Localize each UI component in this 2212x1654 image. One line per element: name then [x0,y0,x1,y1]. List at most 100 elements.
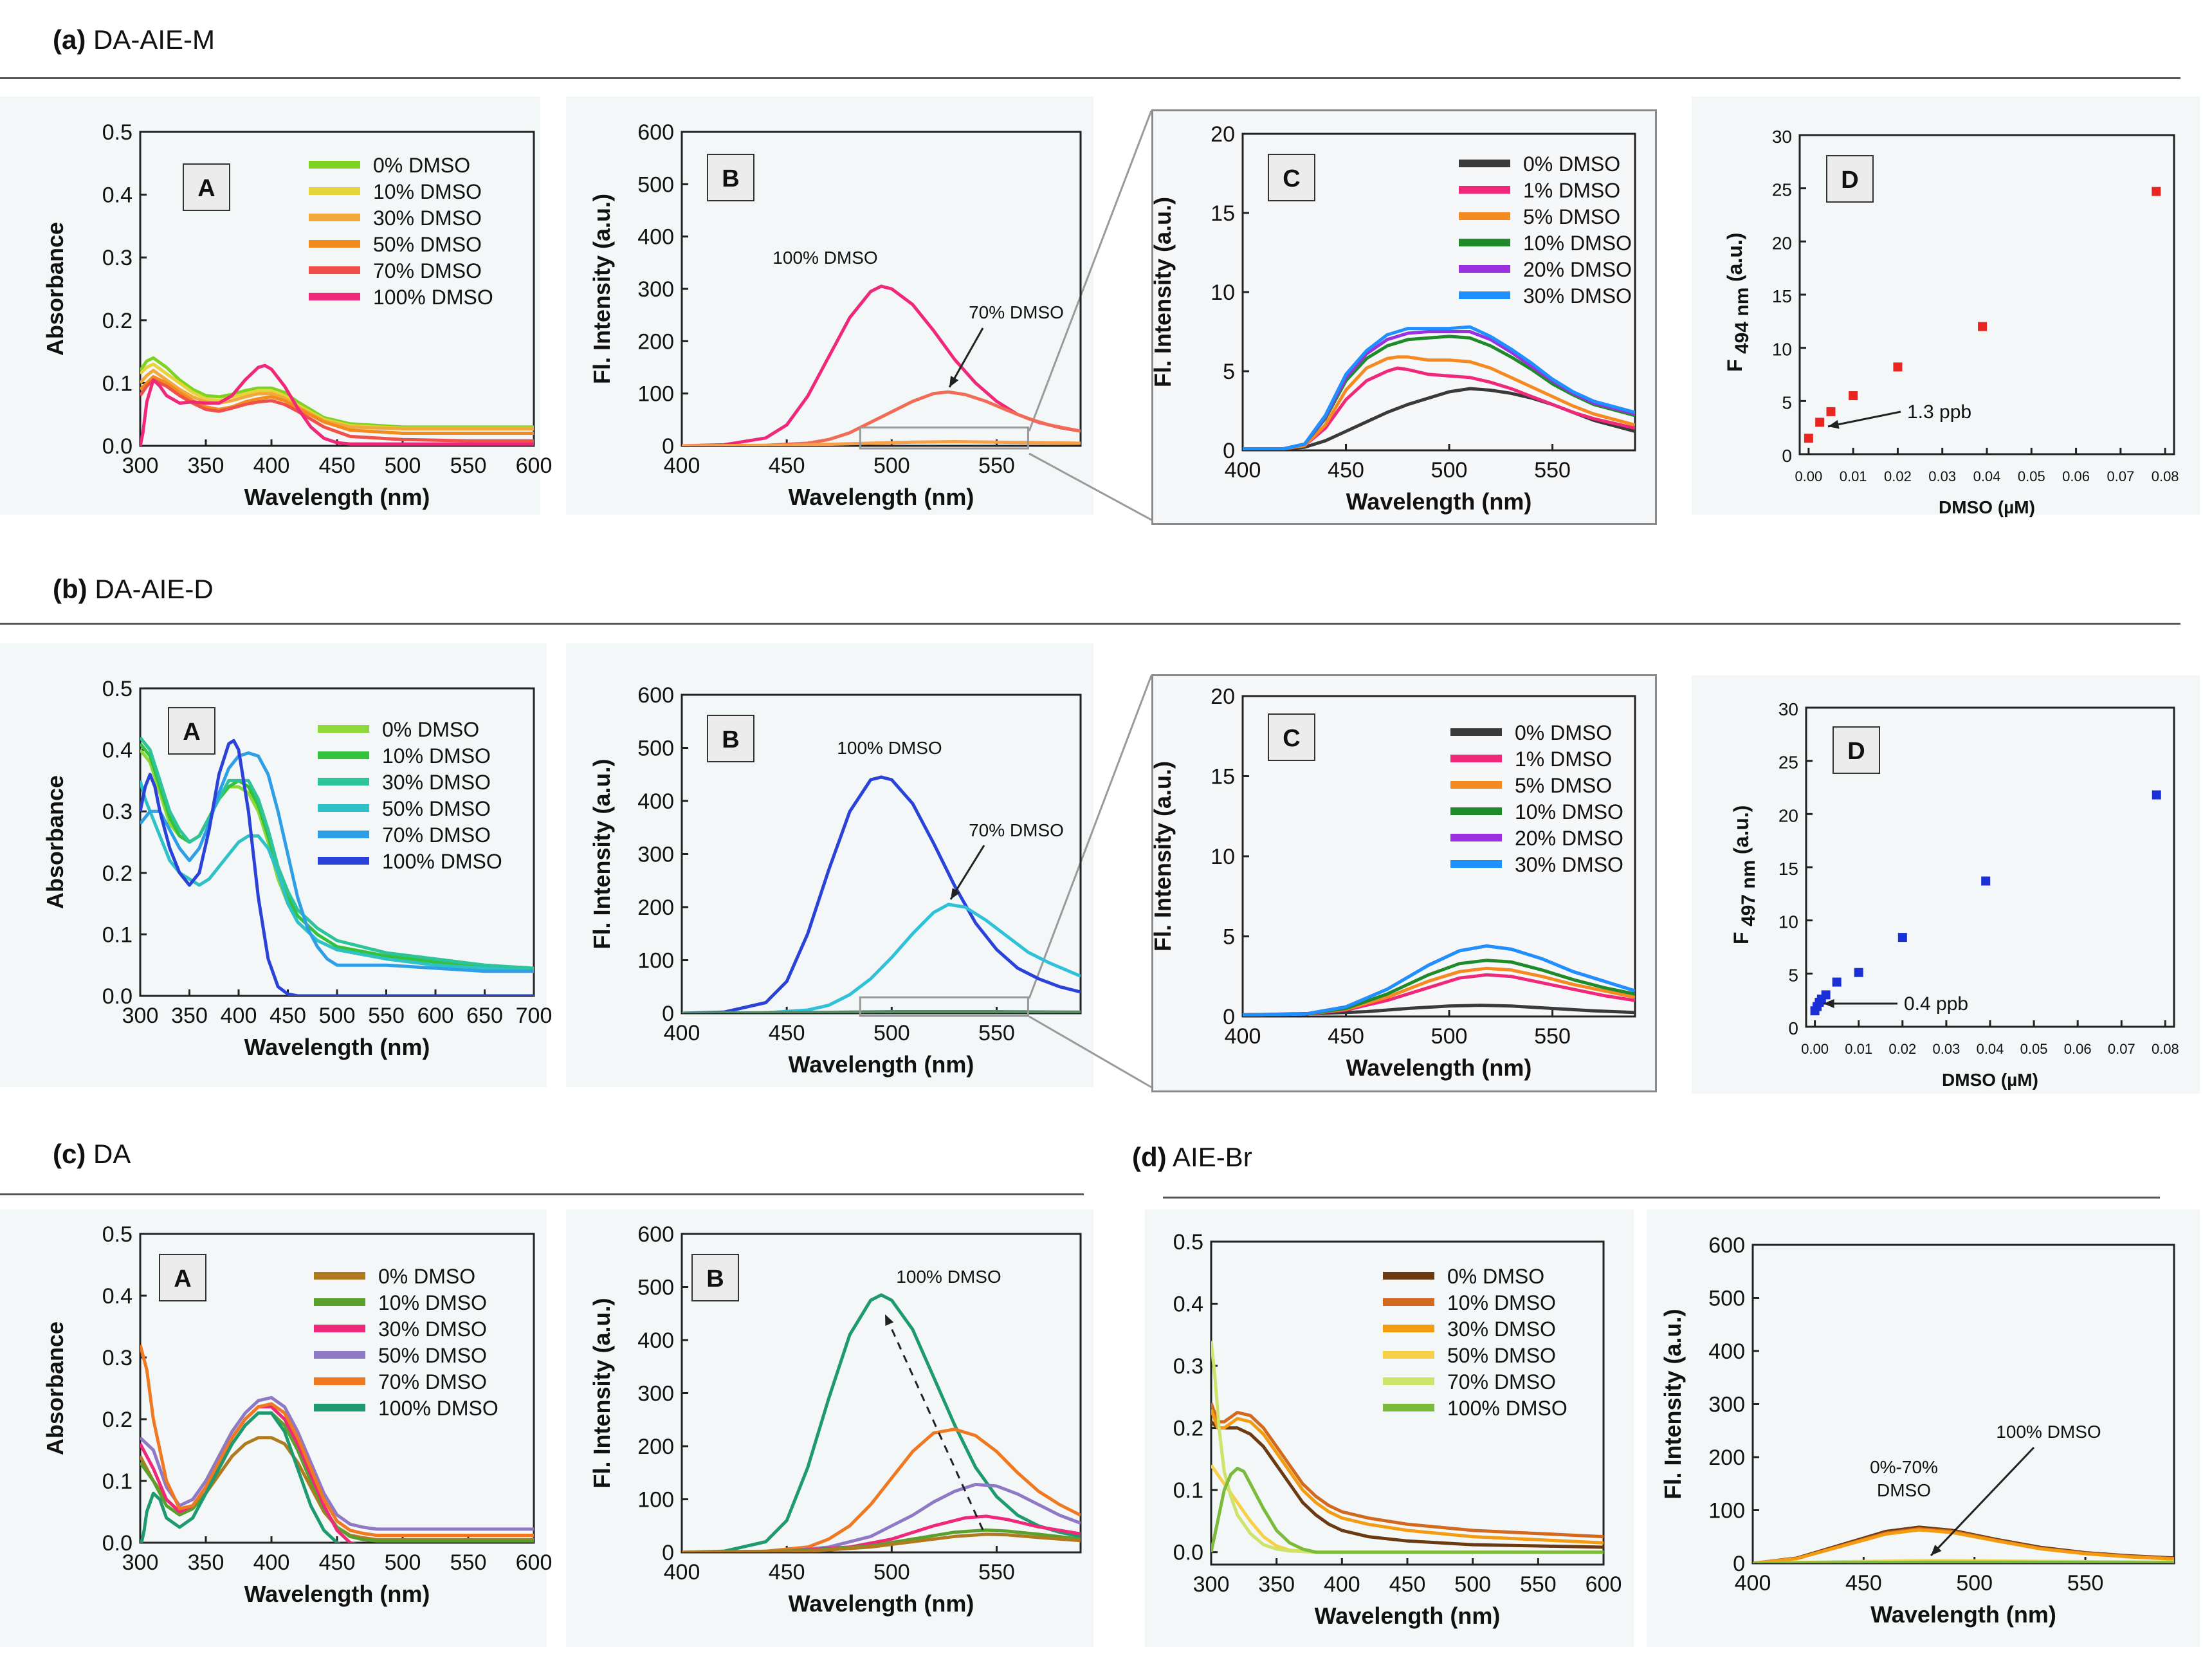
b-C-ytick-label: 15 [1211,765,1235,789]
b-C-ytick-label: 5 [1223,925,1235,950]
d-A-xtick-label: 500 [1454,1572,1491,1597]
d-A-ytick-label: 0.3 [1173,1354,1203,1379]
b-D-data-point [2152,790,2161,800]
b-A-xtick-label: 400 [221,1004,257,1028]
d-B-series-group [1753,1525,2174,1563]
d-B-ytick-label: 400 [1708,1339,1745,1364]
section-d-rule [1163,1197,2160,1199]
c-A-series-group [140,1345,534,1543]
c-A-series-line [140,1395,534,1531]
section-d-name: AIE-Br [1173,1142,1252,1172]
a-D-data-point [1893,362,1903,372]
a-C-legend-label: 5% DMSO [1523,205,1620,228]
b-D-xtick-label: 0.04 [1977,1041,2004,1057]
section-b-name: DA-AIE-D [95,574,214,604]
c-A-legend-label: 30% DMSO [378,1318,487,1341]
b-B-ytick-label: 100 [637,949,674,973]
b-A-legend-label: 10% DMSO [382,744,491,767]
b-A-ytick-label: 0.5 [102,677,133,701]
a-A-series-line [140,375,534,435]
c-A-panel-label-box [159,1254,206,1301]
a-D-arrow-head [1828,419,1840,429]
a-D-ylabel-main: F [1723,359,1746,372]
b-C-legend-label: 0% DMSO [1515,721,1612,744]
c-B-ytick-label: 100 [637,1488,674,1512]
d-A-xtick-label: 400 [1324,1572,1360,1597]
a-D-xtick-label: 0.02 [1884,468,1912,484]
c-B-ylabel: Fl. Intensity (a.u.) [589,1298,615,1488]
c-A-ytick-label: 0.2 [102,1408,133,1432]
a-D-xtick-label: 0.04 [1973,468,2001,484]
c-B-ytick-label: 200 [637,1435,674,1459]
a-A-legend-label: 70% DMSO [373,259,482,282]
d-A-ytick-label: 0.5 [1173,1230,1203,1254]
a-A-series-line [140,363,534,446]
a-A-xtick-label: 450 [319,454,356,478]
d-A-legend-label: 100% DMSO [1447,1397,1568,1420]
b-A-ytick-label: 0.2 [102,861,133,886]
b-C-ytick-label: 0 [1223,1005,1235,1029]
b-D-ylabel-tail: (a.u.) [1730,805,1753,854]
a-B-series-group [682,284,1081,446]
a-C-legend-label: 20% DMSO [1523,258,1632,281]
b-A-xlabel: Wavelength (nm) [244,1034,430,1060]
d-A-series-line [1211,1402,1604,1539]
a-D-ytick-label: 30 [1772,127,1792,147]
c-A-series-line [140,1411,341,1543]
zoom-connector-b-bottom [1028,1015,1152,1089]
a-B-annotation-100: 100% DMSO [772,248,877,268]
b-C-panel-label: C [1283,725,1300,752]
d-B-ytick-label: 200 [1708,1446,1745,1470]
a-A-series-line [140,356,534,429]
a-D-xlabel: DMSO (µM) [1939,497,2035,517]
b-B-ytick-label: 600 [637,683,674,708]
a-A-ylabel: Absorbance [42,222,68,356]
a-C-xtick-label: 450 [1328,458,1364,482]
c-A-legend-label: 50% DMSO [378,1344,487,1367]
b-D-xlabel: DMSO (µM) [1942,1070,2038,1090]
a-B-xtick-label: 400 [664,454,700,478]
d-A-ytick-label: 0.1 [1173,1478,1203,1503]
a-D-arrow [1827,410,1901,428]
a-A-xtick-label: 350 [188,454,224,478]
b-D-ylabel-sub: 497 nm [1738,860,1759,926]
b-B-series-group [682,775,1081,1013]
b-A-ytick-label: 0.1 [102,923,133,947]
a-A-series-group [140,356,534,446]
c-B-ytick-label: 400 [637,1328,674,1353]
a-B-panel-label-box [707,154,754,201]
b-A-xtick-label: 350 [171,1004,208,1028]
d-A-ytick-label: 0.2 [1173,1417,1203,1441]
a-B-arrow [948,327,984,388]
section-a-rule [0,77,2180,79]
section-a-title: (a) DA-AIE-M [53,24,215,55]
b-C-series-line [1243,1004,1635,1016]
b-C-ylabel: Fl. Intensity (a.u.) [1149,761,1176,951]
b-B-ytick-label: 200 [637,896,674,920]
a-D-ytick-label: 25 [1772,180,1792,200]
a-A-series-line [140,378,534,443]
b-B-ytick-label: 0 [662,1002,674,1026]
b-A-legend-label: 30% DMSO [382,771,491,794]
b-B-annotation-100: 100% DMSO [837,738,942,758]
d-B-ytick-label: 600 [1708,1233,1745,1258]
a-A-xtick-label: 550 [450,454,487,478]
c-B-series-group [682,1293,1081,1552]
b-C-xtick-label: 450 [1328,1024,1364,1049]
c-B-xtick-label: 400 [664,1560,700,1585]
a-A-legend-label: 10% DMSO [373,180,482,203]
a-C-series-line [1243,355,1635,450]
a-A-legend-label: 50% DMSO [373,233,482,256]
d-A-legend-label: 50% DMSO [1447,1344,1556,1367]
b-D-xtick-label: 0.03 [1932,1041,1960,1057]
c-A-ytick-label: 0.5 [102,1222,133,1247]
b-A-series-line [140,780,534,973]
c-B-ytick-label: 500 [637,1276,674,1300]
b-B-annotation-70: 70% DMSO [969,820,1064,840]
c-A-legend-label: 10% DMSO [378,1291,487,1314]
b-C-xtick-label: 550 [1534,1024,1571,1049]
b-C-legend-label: 1% DMSO [1515,748,1612,771]
d-B-arrow-head [1931,1545,1942,1556]
c-A-legend-label: 70% DMSO [378,1370,487,1393]
b-B-series-line [682,903,1081,1013]
